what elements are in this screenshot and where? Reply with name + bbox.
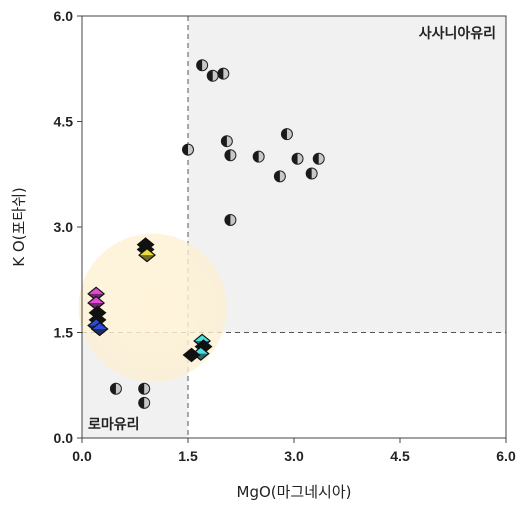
highlight-circle: [78, 233, 227, 383]
y-tick-label: 6.0: [54, 8, 74, 24]
half-filled-circle-point: [220, 135, 233, 148]
x-axis-ticks: 0.0 1.5 3.0 4.5 6.0: [72, 438, 516, 464]
half-filled-circle-point: [217, 67, 230, 80]
half-filled-circle-point: [252, 150, 265, 163]
x-axis-title: MgO(마그네시아): [237, 483, 352, 501]
half-filled-circle-point: [291, 152, 304, 165]
diamond-point: [90, 321, 109, 337]
diamond-point: [182, 347, 201, 363]
x-tick-label: 6.0: [496, 448, 516, 464]
half-filled-circle-point: [138, 382, 151, 395]
half-filled-circle-point: [305, 167, 318, 180]
half-filled-circle-point: [182, 143, 194, 156]
y-tick-label: 3.0: [54, 219, 74, 235]
region-label-upper-right: 사사니아유리: [419, 25, 496, 42]
region-label-lower-left: 로마유리: [88, 417, 140, 433]
highlight-circle-shape: [78, 233, 227, 383]
diamond-point: [87, 295, 106, 311]
half-filled-circle-point: [224, 213, 237, 226]
half-filled-circle-point: [280, 128, 293, 141]
y-axis-title: K O(포타쉬): [10, 187, 28, 267]
x-tick-label: 4.5: [390, 448, 410, 464]
y-tick-label: 1.5: [54, 325, 74, 341]
x-tick-label: 0.0: [72, 448, 92, 464]
half-filled-circle-point: [138, 396, 151, 409]
x-tick-label: 3.0: [284, 448, 304, 464]
half-filled-circle-point: [206, 69, 219, 82]
data-points: [87, 59, 325, 409]
half-filled-circle-point: [224, 149, 237, 162]
half-filled-circle-point: [196, 59, 209, 72]
y-axis-ticks: 0.0 1.5 3.0 4.5 6.0: [54, 8, 82, 446]
half-filled-circle-point: [109, 382, 122, 395]
y-tick-label: 4.5: [54, 114, 74, 130]
x-tick-label: 1.5: [178, 448, 198, 464]
diamond-point: [138, 247, 156, 263]
region-upper-right: [188, 16, 506, 333]
half-filled-circle-point: [312, 152, 325, 165]
y-tick-label: 0.0: [54, 430, 74, 446]
half-filled-circle-point: [273, 170, 286, 183]
